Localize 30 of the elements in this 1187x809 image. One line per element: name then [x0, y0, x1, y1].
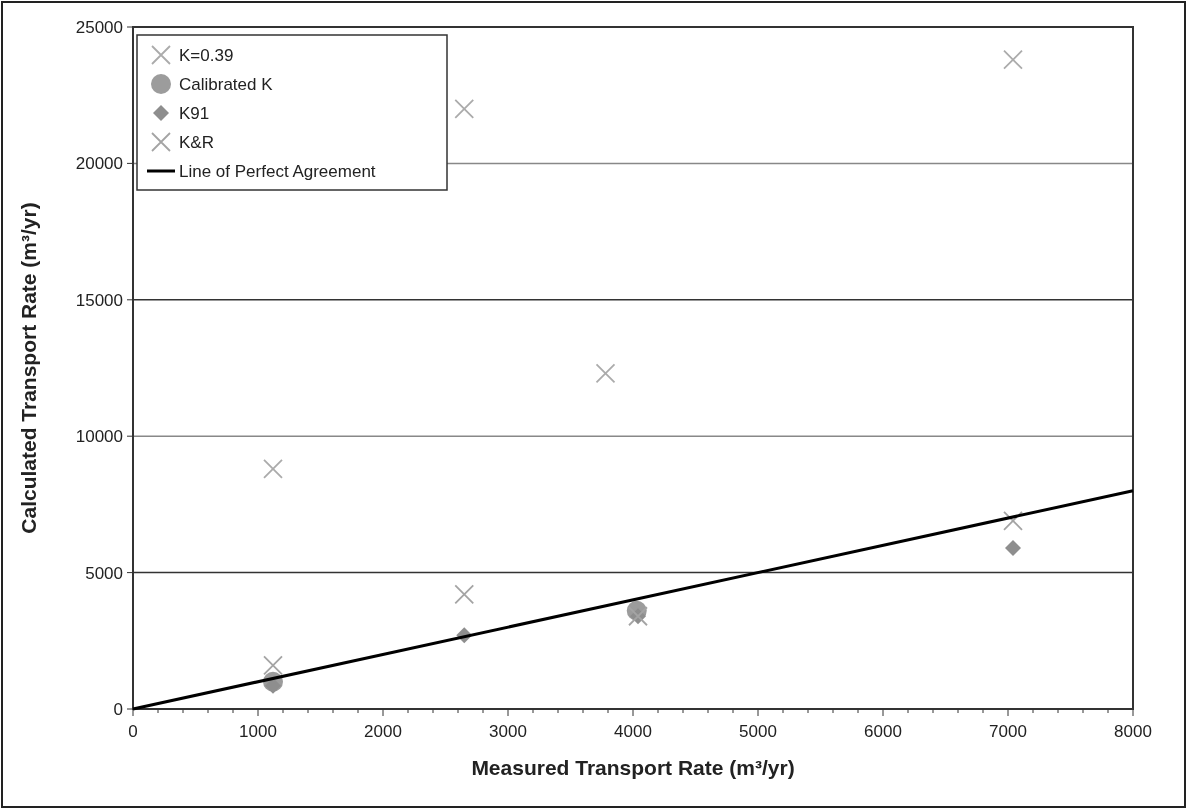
y-axis-title: Calculated Transport Rate (m³/yr) [17, 202, 40, 534]
y-tick-label: 25000 [75, 18, 123, 37]
legend-label: Line of Perfect Agreement [179, 162, 376, 181]
x-tick-label: 4000 [614, 722, 652, 741]
x-tick-label: 5000 [739, 722, 777, 741]
y-tick-label: 0 [113, 700, 123, 719]
point [263, 459, 283, 479]
y-tick-label: 10000 [75, 427, 123, 447]
point [454, 98, 475, 119]
x-tick-label: 8000 [1114, 722, 1152, 741]
x-tick-label: 0 [128, 722, 138, 741]
point [454, 584, 475, 605]
x-tick-label: 1000 [239, 722, 277, 741]
point [1003, 510, 1023, 531]
legend-label: K&R [179, 133, 214, 152]
x-axis-title: Measured Transport Rate (m³/yr) [471, 756, 795, 779]
legend-label: K=0.39 [179, 46, 234, 65]
point [1003, 49, 1023, 70]
point [595, 363, 616, 384]
legend-label: Calibrated K [179, 75, 274, 94]
legend-label: K91 [179, 104, 210, 123]
x-tick-label: 3000 [489, 722, 527, 741]
point [1005, 540, 1021, 557]
y-tick-label: 20000 [75, 154, 123, 174]
x-tick-label: 2000 [364, 722, 402, 741]
y-tick-label: 5000 [85, 563, 123, 583]
y-tick-label: 15000 [75, 290, 123, 310]
x-tick-label: 6000 [864, 722, 902, 741]
x-tick-label: 7000 [989, 722, 1027, 741]
point [263, 655, 283, 676]
